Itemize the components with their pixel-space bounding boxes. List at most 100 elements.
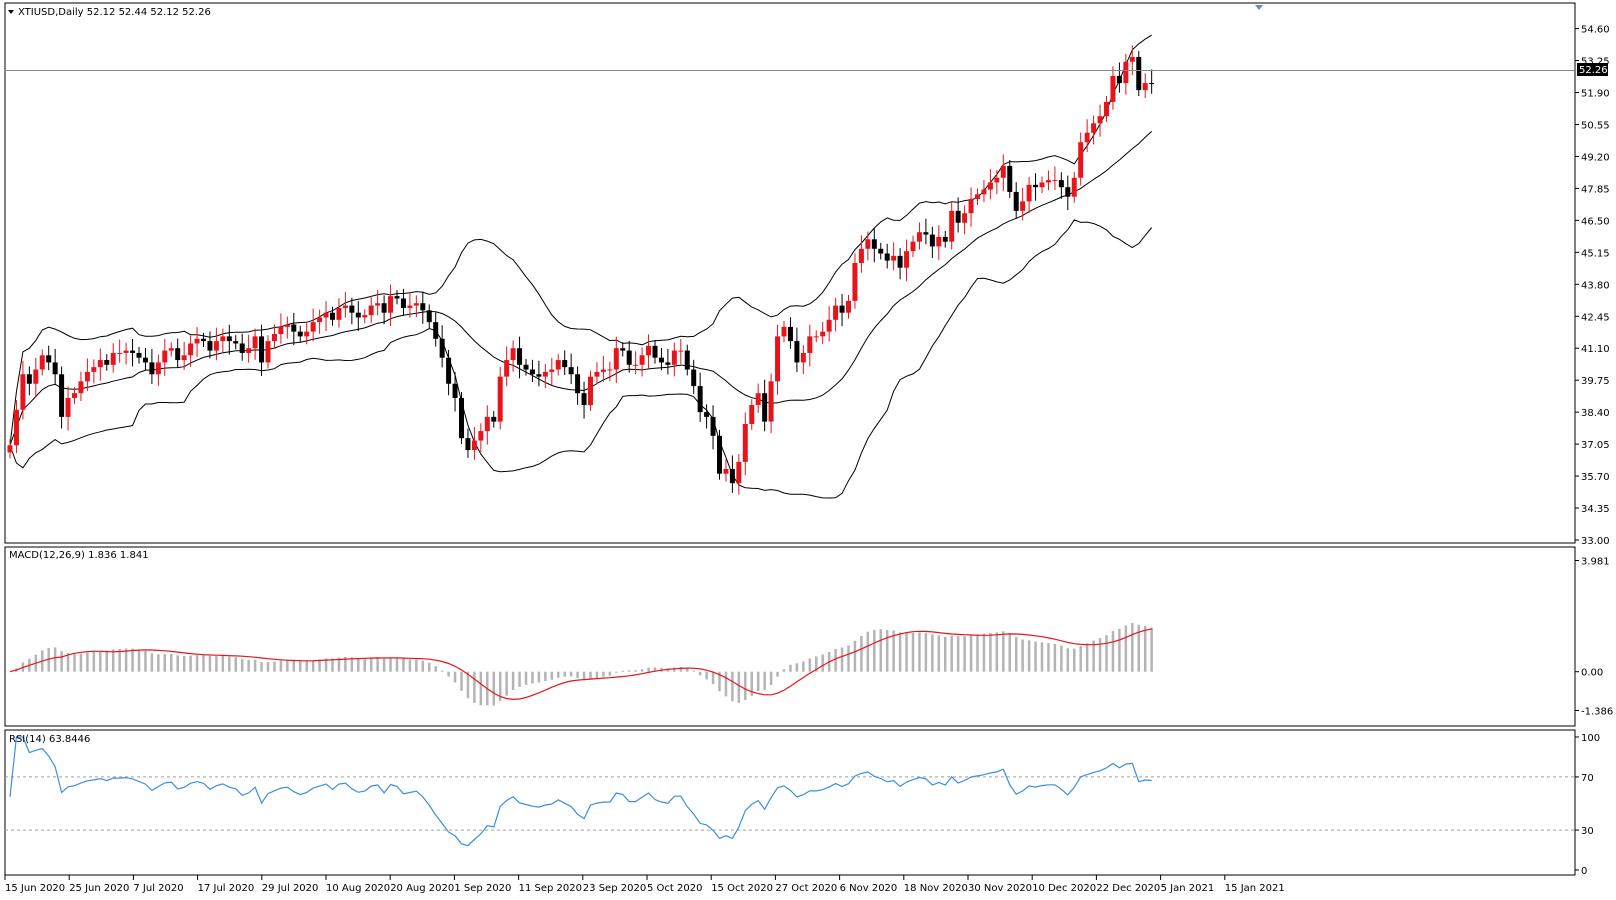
candle-body bbox=[626, 350, 632, 365]
candle-body bbox=[536, 374, 542, 377]
candle-body bbox=[852, 262, 858, 301]
candle-body bbox=[510, 348, 516, 361]
current-price-label: 52.26 bbox=[1579, 65, 1608, 76]
time-tick-label: 29 Jul 2020 bbox=[262, 883, 319, 894]
candle-body bbox=[1013, 191, 1019, 211]
candle-body bbox=[471, 440, 477, 451]
price-tick-label: 42.45 bbox=[1581, 312, 1610, 323]
candle-body bbox=[787, 326, 793, 342]
bollinger-upper bbox=[9, 34, 1152, 446]
time-tick-label: 17 Jul 2020 bbox=[198, 883, 255, 894]
candle-body bbox=[78, 381, 84, 394]
candle-body bbox=[942, 236, 948, 242]
candle-body bbox=[781, 326, 787, 337]
candle-body bbox=[349, 305, 355, 313]
candle-body bbox=[613, 348, 619, 370]
candle-body bbox=[252, 336, 258, 349]
rsi-tick-label: 70 bbox=[1581, 773, 1594, 784]
candle-body bbox=[949, 210, 955, 242]
candle-body bbox=[717, 435, 722, 474]
candle-body bbox=[271, 334, 277, 342]
price-panel[interactable]: 54.60 53.25 51.90 50.55 49.20 47.85 46.50 45.15… bbox=[4, 2, 1610, 547]
macd-panel[interactable]: 3.981 0.00 -1.386 MACD(12,26,9) 1.836 1.84… bbox=[4, 546, 1613, 727]
candle-body bbox=[871, 239, 877, 249]
bollinger-lower bbox=[9, 219, 1153, 499]
candle-body bbox=[1033, 184, 1039, 188]
candle-body bbox=[1123, 61, 1129, 84]
candle-body bbox=[220, 336, 226, 342]
candle-body bbox=[239, 343, 245, 353]
candle-body bbox=[1104, 101, 1109, 117]
candle-body bbox=[317, 317, 323, 323]
candle-body bbox=[226, 336, 232, 342]
time-tick-label: 10 Dec 2020 bbox=[1032, 883, 1096, 894]
macd-header: MACD(12,26,9) 1.836 1.841 bbox=[9, 550, 149, 561]
candle-body bbox=[1078, 142, 1084, 178]
candle-body bbox=[330, 312, 335, 320]
candle-body bbox=[433, 322, 439, 339]
candle-body bbox=[375, 303, 381, 306]
candle-body bbox=[923, 232, 929, 235]
candle-body bbox=[529, 369, 535, 375]
candle-body bbox=[865, 239, 871, 249]
candle-body bbox=[104, 360, 110, 365]
price-tick-label: 54.60 bbox=[1581, 25, 1610, 36]
price-tick-label: 49.20 bbox=[1581, 152, 1610, 163]
candle-body bbox=[1000, 165, 1006, 178]
candle-body bbox=[20, 374, 26, 410]
rsi-panel[interactable]: 100 70 30 0 RSI(14) 63.8446 bbox=[4, 729, 1600, 877]
time-tick-label: 5 Jan 2021 bbox=[1161, 883, 1215, 894]
candle-body bbox=[59, 374, 65, 417]
candle-body bbox=[671, 350, 677, 365]
macd-histogram bbox=[15, 623, 1153, 706]
macd-tick-label: -1.386 bbox=[1581, 706, 1613, 717]
candle-body bbox=[697, 386, 703, 413]
candle-body bbox=[652, 345, 658, 358]
candle-body bbox=[542, 371, 548, 377]
candle-body bbox=[478, 431, 484, 441]
candle-body bbox=[194, 338, 200, 344]
candle-body bbox=[259, 336, 265, 363]
candle-body bbox=[407, 305, 413, 308]
candle-body bbox=[768, 381, 774, 422]
candle-body bbox=[1039, 182, 1045, 188]
price-tick-label: 43.80 bbox=[1581, 280, 1610, 291]
candle-body bbox=[46, 355, 52, 363]
candle-body bbox=[1071, 177, 1077, 197]
candle-body bbox=[910, 241, 916, 252]
rsi-line bbox=[9, 736, 1152, 847]
candle-body bbox=[355, 312, 361, 318]
candle-body bbox=[175, 348, 181, 361]
candle-body bbox=[368, 305, 374, 316]
candle-body bbox=[65, 397, 71, 417]
candle-body bbox=[7, 445, 13, 453]
candle-body bbox=[388, 296, 394, 313]
price-tick-label: 39.75 bbox=[1581, 376, 1610, 387]
candle-body bbox=[523, 364, 529, 370]
candle-body bbox=[1052, 180, 1058, 182]
candle-body bbox=[13, 409, 19, 446]
candle-body bbox=[826, 319, 832, 332]
candle-body bbox=[813, 336, 819, 338]
candle-body bbox=[987, 182, 993, 190]
candle-body bbox=[691, 369, 697, 387]
candle-body bbox=[381, 303, 387, 313]
candle-body bbox=[555, 360, 561, 370]
candle-body bbox=[39, 355, 45, 370]
time-tick-label: 25 Jun 2020 bbox=[69, 883, 129, 894]
candle-body bbox=[794, 341, 800, 363]
candle-body bbox=[420, 303, 426, 311]
candle-body bbox=[658, 357, 664, 363]
time-tick-label: 7 Jul 2020 bbox=[133, 883, 183, 894]
candle-body bbox=[491, 416, 497, 422]
candle-body bbox=[278, 326, 284, 335]
candle-body bbox=[620, 348, 626, 351]
candle-body bbox=[600, 369, 606, 372]
candle-body bbox=[52, 362, 58, 375]
scroll-marker-icon[interactable] bbox=[1255, 5, 1263, 10]
menu-triangle-icon[interactable] bbox=[8, 10, 14, 14]
candle-body bbox=[646, 345, 652, 356]
candle-body bbox=[201, 338, 206, 342]
candle-body bbox=[749, 405, 755, 424]
